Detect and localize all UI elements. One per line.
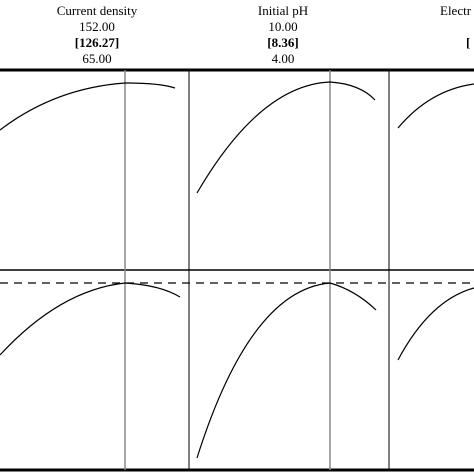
response-curve (0, 82, 176, 131)
factor-name: Initial pH (258, 3, 308, 18)
factor-optimum: [ (466, 35, 470, 50)
factor-high: 152.00 (79, 19, 115, 34)
factor-high: 10.00 (268, 19, 297, 34)
response-curve (397, 83, 474, 129)
response-curve (196, 282, 377, 459)
response-curve (0, 282, 181, 356)
factor-name: Current density (57, 3, 138, 18)
response-curve (196, 81, 376, 194)
factor-optimum: [126.27] (75, 35, 119, 50)
factor-low: 4.00 (272, 51, 295, 66)
curves (0, 81, 474, 459)
factor-low: 65.00 (82, 51, 111, 66)
factor-optimum: [8.36] (267, 35, 298, 50)
response-curve (397, 287, 474, 361)
factor-name: Electr (440, 3, 472, 18)
